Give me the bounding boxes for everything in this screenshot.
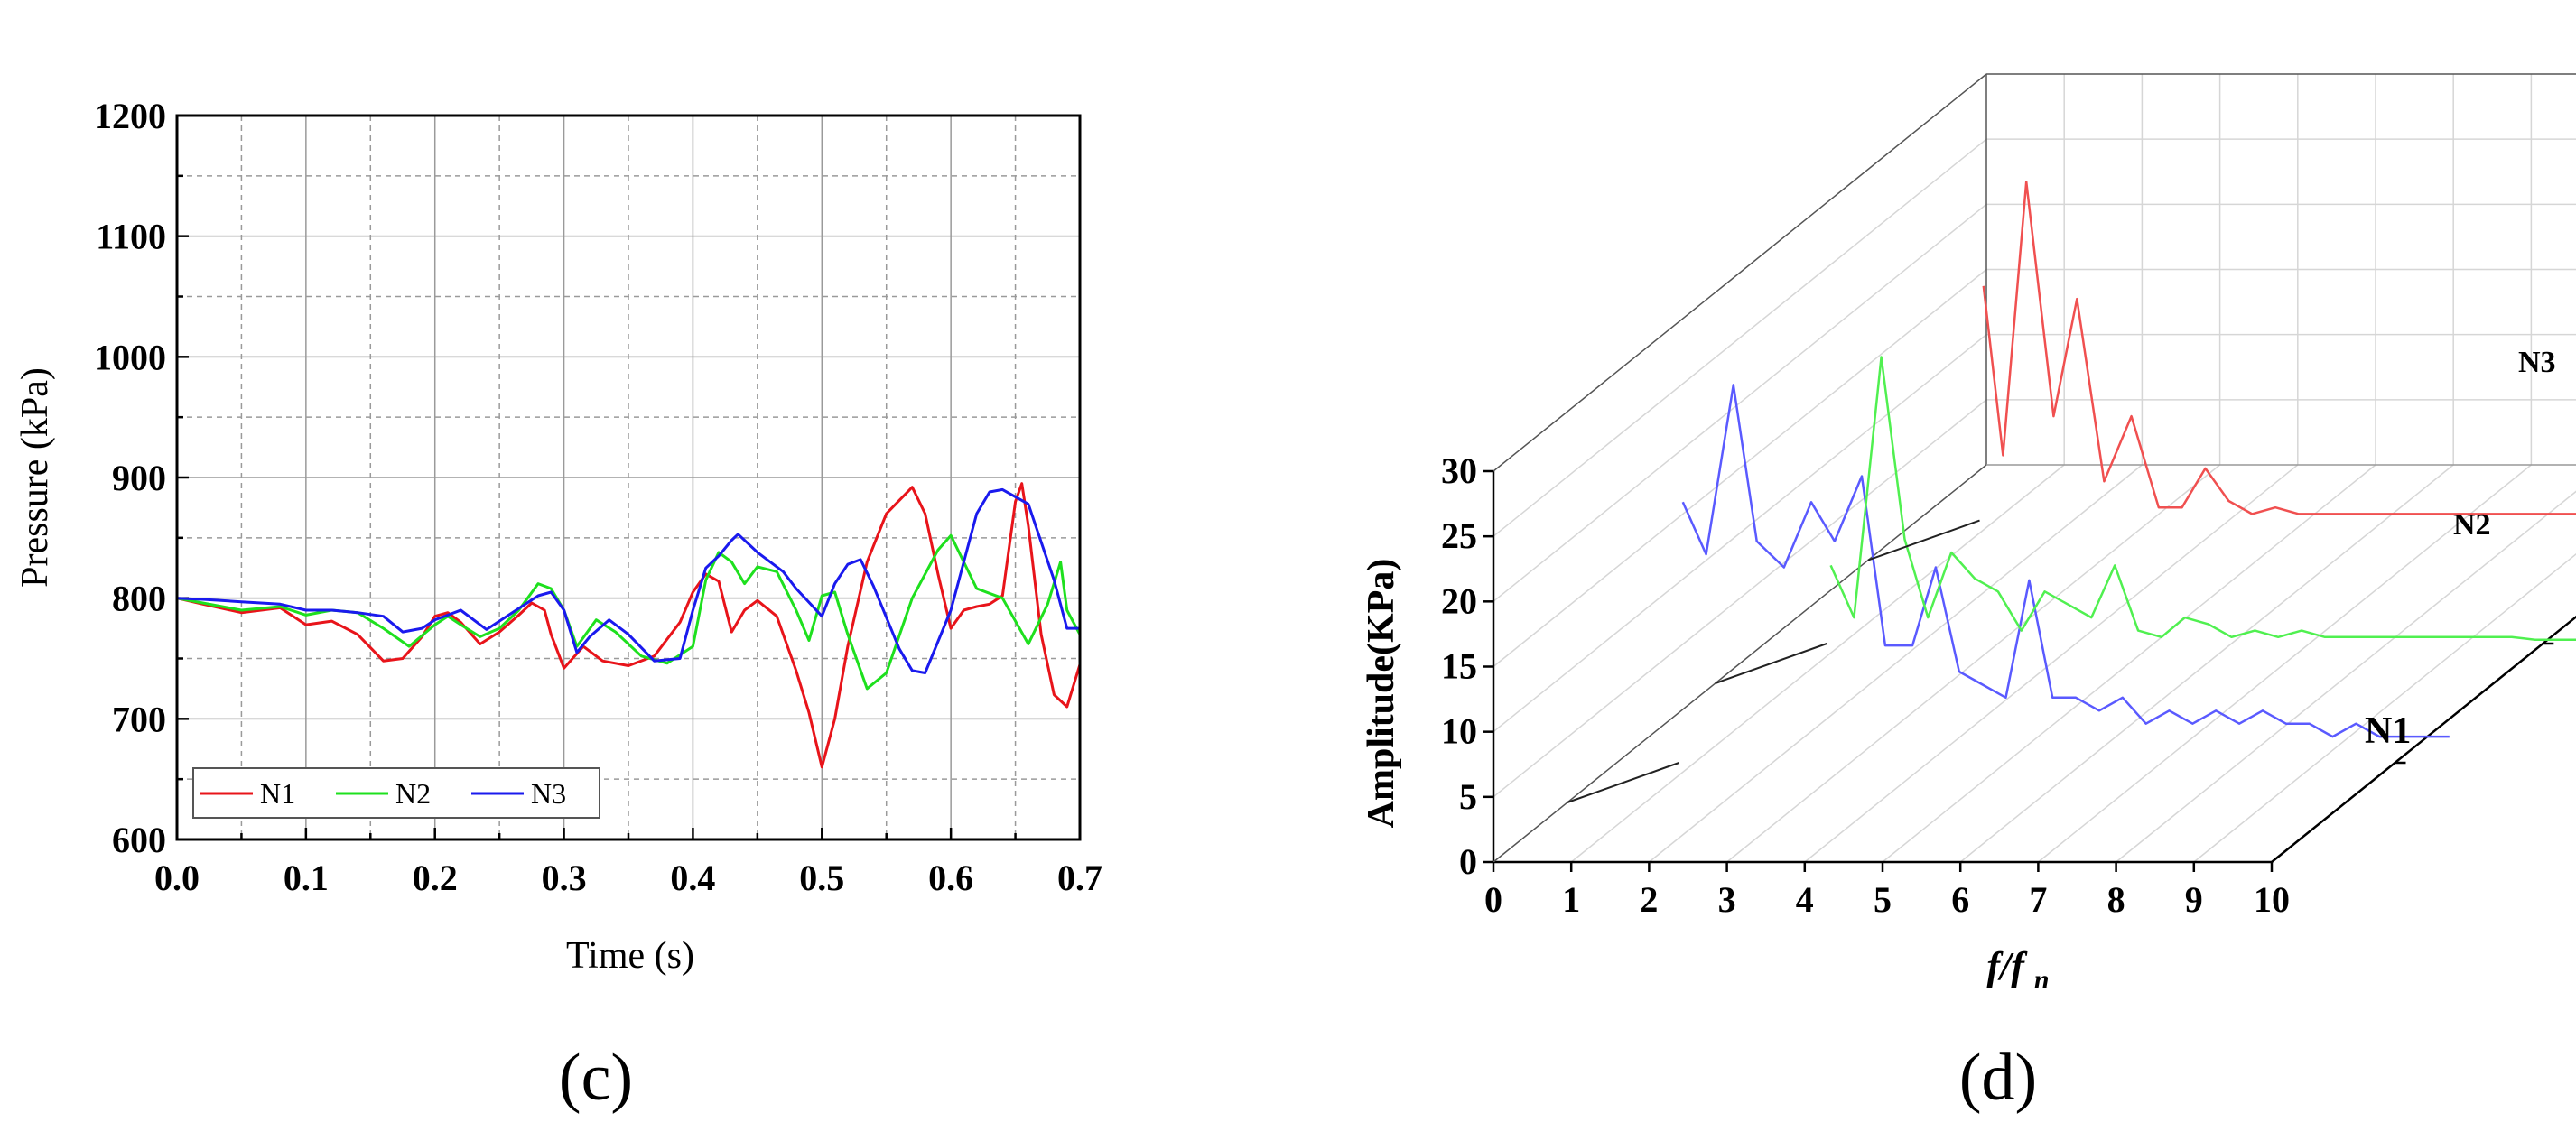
- series-line-n2: [176, 533, 1082, 691]
- panel-label-c: (c): [559, 1041, 633, 1115]
- pressure-time-chart: 0.0 0.1 0.2 0.3 0.4 0.5 0.6 0.7 600 700 800 900 100…: [14, 96, 1102, 977]
- frame-edge: [1493, 73, 1987, 472]
- y-tick-labels: 600 700 800 900 1000 1100 1200: [94, 96, 166, 860]
- x-tick-label: 0.7: [1057, 858, 1102, 898]
- floor-grid-line: [2037, 464, 2532, 863]
- x-axis-label-subscript: n: [2034, 965, 2050, 995]
- y-axis-label: Pressure (kPa): [14, 367, 56, 588]
- x-tick-label: 2: [1640, 879, 1658, 920]
- side-grid-line: [1493, 334, 1987, 733]
- x-tick-label: 0.6: [928, 858, 973, 898]
- series-baseline-stub: [1715, 643, 1827, 684]
- x-tick-label: 0.0: [154, 858, 200, 898]
- z-tick-label: 15: [1441, 646, 1477, 687]
- floor-grid-line: [1882, 464, 2376, 863]
- series-axis-label-n2: N2: [2453, 508, 2491, 542]
- series-lines: [176, 482, 1082, 769]
- y-tick-label: 1200: [94, 96, 166, 136]
- series-line-n3: [1982, 181, 2576, 515]
- floor-grid-line: [1648, 464, 2143, 863]
- x-tick-label: 7: [2029, 879, 2047, 920]
- series-line-n1: [1681, 384, 2450, 738]
- legend-box: [192, 767, 600, 819]
- y-tick-label: 700: [112, 699, 166, 739]
- x-axis-label: Time (s): [566, 935, 694, 977]
- y-tick-label: 1000: [94, 337, 166, 377]
- x-tick-label: 0: [1484, 879, 1502, 920]
- series-axis-label-n1: N1: [2365, 710, 2411, 752]
- floor-grid-line: [2271, 616, 2576, 863]
- series-line-n2: [1829, 356, 2576, 641]
- floor-grid-line: [1726, 464, 2221, 863]
- x-tick-label: 0.5: [799, 858, 844, 898]
- series-baseline-stub: [1867, 519, 1980, 561]
- z-tick-label: 10: [1441, 711, 1477, 752]
- x-tick-label: 10: [2254, 879, 2290, 920]
- grid: [175, 114, 1082, 841]
- x-tick-label: 8: [2107, 879, 2125, 920]
- floor-grid-line: [2116, 490, 2576, 863]
- legend-label-n1: N1: [260, 777, 295, 810]
- x-tick-label: 0.3: [542, 858, 587, 898]
- legend: N1 N2 N3: [192, 767, 600, 819]
- panel-label-d: (d): [1959, 1041, 2037, 1115]
- y-axis-label: Amplitude(KPa): [1361, 559, 1402, 829]
- series-axis-label-n3: N3: [2518, 346, 2556, 379]
- side-grid-line: [1493, 399, 1987, 798]
- x-tick-label: 3: [1718, 879, 1736, 920]
- x-tick-label: 9: [2185, 879, 2203, 920]
- x-tick-label: 4: [1796, 879, 1814, 920]
- series-line-n3: [176, 487, 1080, 674]
- side-grid-line: [1493, 138, 1987, 537]
- x-tick-label: 6: [1951, 879, 1969, 920]
- series-axis-labels: N1 N2 N3: [2365, 346, 2556, 765]
- z-tick-label: 0: [1459, 841, 1477, 882]
- y-tick-label: 900: [112, 458, 166, 498]
- legend-label-n3: N3: [531, 777, 566, 810]
- floor-grid-line: [2193, 552, 2576, 863]
- x-tick-labels: 0 1 2 3 4 5 6 7 8 9 10: [1484, 879, 2290, 920]
- y-tick-label: 800: [112, 579, 166, 619]
- floor-grid-line: [1959, 464, 2454, 863]
- series-baseline-stub: [1567, 762, 1679, 803]
- depth-axis-line: [2271, 615, 2576, 863]
- side-grid-line: [1493, 203, 1987, 602]
- x-tick-label: 5: [1874, 879, 1892, 920]
- z-tick-label: 30: [1441, 450, 1477, 491]
- x-tick-label: 1: [1562, 879, 1580, 920]
- z-tick-label: 20: [1441, 580, 1477, 621]
- x-tick-label: 0.1: [284, 858, 329, 898]
- series-line-n1: [176, 482, 1082, 769]
- x-tick-labels: 0.0 0.1 0.2 0.3 0.4 0.5 0.6 0.7: [154, 858, 1102, 898]
- x-tick-label: 0.2: [413, 858, 458, 898]
- x-tick-label: 0.4: [670, 858, 715, 898]
- y-tick-label: 600: [112, 820, 166, 860]
- series-lines: [1567, 181, 2576, 803]
- z-tick-label: 25: [1441, 515, 1477, 556]
- x-axis-label-text: f/f: [1986, 944, 2028, 988]
- z-tick-label: 5: [1459, 776, 1477, 817]
- 3d-frame: [1483, 73, 2576, 872]
- side-grid-line: [1493, 268, 1987, 668]
- amplitude-spectrum-3d-chart: 0 1 2 3 4 5 6 7 8 9 10 0 5 10 15 20 25 30 N1 N2 N3 Amplitu…: [1361, 73, 2576, 995]
- floor-grid-line: [1570, 464, 2065, 863]
- legend-label-n2: N2: [395, 777, 431, 810]
- plot-frame: [175, 114, 1082, 841]
- x-axis-label: f/f n: [1986, 944, 2049, 995]
- y-tick-label: 1100: [96, 217, 166, 257]
- floor-grid-line: [1804, 464, 2299, 863]
- z-tick-labels: 0 5 10 15 20 25 30: [1441, 450, 1477, 882]
